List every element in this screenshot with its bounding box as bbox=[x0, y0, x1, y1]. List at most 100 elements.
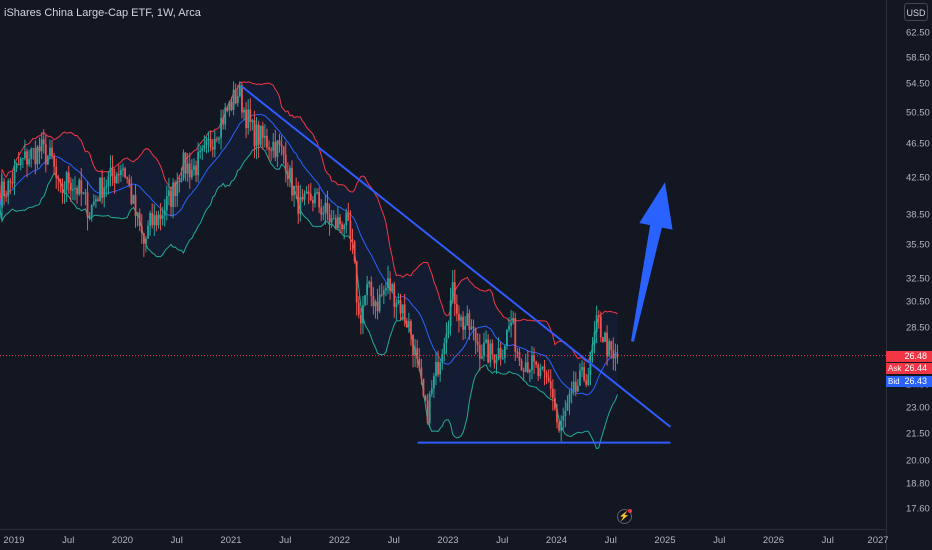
time-tick-label: Jul bbox=[279, 535, 292, 546]
candle-body bbox=[497, 347, 500, 360]
bid-price-tag: Bid 26.43 bbox=[886, 376, 932, 387]
candle-body bbox=[126, 177, 129, 180]
event-dot bbox=[628, 509, 632, 513]
candle-body bbox=[391, 284, 394, 291]
candle-body bbox=[355, 261, 358, 303]
candle-body bbox=[5, 196, 8, 198]
candle-body bbox=[412, 334, 414, 356]
candle-body bbox=[215, 138, 218, 140]
candle-body bbox=[186, 163, 189, 174]
candle-body bbox=[597, 315, 600, 317]
candle-body bbox=[40, 139, 43, 152]
candle-body bbox=[581, 367, 583, 371]
candle-body bbox=[545, 372, 548, 378]
candle-body bbox=[147, 225, 149, 239]
candle-body bbox=[314, 193, 316, 204]
candle-body bbox=[426, 400, 429, 424]
candle-body bbox=[286, 171, 289, 179]
candle-body bbox=[44, 144, 47, 165]
symbol-title[interactable]: iShares China Large-Cap ETF, 1W, Arca bbox=[4, 7, 201, 19]
candle-body bbox=[420, 367, 423, 379]
candle-body bbox=[157, 214, 160, 226]
candle-body bbox=[78, 180, 81, 195]
candle-body bbox=[554, 397, 556, 409]
candle-body bbox=[568, 393, 571, 403]
currency-button[interactable]: USD bbox=[904, 3, 928, 21]
candle-body bbox=[447, 325, 450, 334]
candle-body bbox=[326, 203, 329, 215]
candle-body bbox=[151, 213, 154, 226]
candle-body bbox=[510, 322, 512, 326]
candle-body bbox=[503, 346, 506, 358]
candle-body bbox=[241, 85, 243, 113]
candle-body bbox=[539, 368, 542, 377]
candle-body bbox=[522, 370, 525, 372]
candle-body bbox=[132, 195, 135, 204]
candle-body bbox=[480, 356, 483, 359]
candle-body bbox=[99, 177, 101, 201]
candle-body bbox=[341, 224, 343, 230]
candle-body bbox=[349, 220, 352, 239]
candle-body bbox=[608, 341, 611, 357]
candle-body bbox=[178, 181, 181, 183]
candle-body bbox=[380, 294, 383, 296]
candle-body bbox=[337, 217, 339, 229]
candle-body bbox=[291, 167, 293, 196]
candle-body bbox=[428, 393, 431, 424]
candle-body bbox=[130, 184, 133, 204]
candle-body bbox=[228, 101, 231, 111]
candle-body bbox=[345, 212, 348, 226]
candle-body bbox=[328, 214, 331, 223]
candle-body bbox=[307, 191, 310, 194]
candle-body bbox=[472, 326, 475, 328]
time-tick-label: Jul bbox=[604, 535, 617, 546]
time-tick-label: 2020 bbox=[111, 535, 134, 546]
candle-body bbox=[155, 215, 158, 226]
candle-body bbox=[268, 147, 270, 150]
candle-body bbox=[455, 303, 458, 314]
price-tick-label: 28.50 bbox=[906, 322, 930, 334]
price-tick-label: 46.50 bbox=[906, 138, 930, 150]
candle-body bbox=[38, 146, 41, 152]
price-tick-label: 30.50 bbox=[906, 296, 930, 308]
candle-body bbox=[376, 301, 379, 312]
candle-body bbox=[466, 313, 469, 326]
candle-body bbox=[76, 188, 78, 195]
candle-body bbox=[395, 303, 398, 307]
candle-body bbox=[107, 176, 110, 187]
candle-body bbox=[55, 166, 58, 178]
candle-body bbox=[289, 167, 291, 179]
price-axis[interactable] bbox=[886, 0, 932, 550]
candle-body bbox=[614, 354, 617, 359]
candle-body bbox=[245, 109, 248, 129]
candle-body bbox=[528, 370, 531, 373]
candle-body bbox=[495, 359, 498, 364]
time-tick-label: Jul bbox=[387, 535, 400, 546]
candle-body bbox=[293, 185, 295, 196]
candle-body bbox=[393, 284, 396, 307]
candle-body bbox=[92, 201, 95, 205]
candle-body bbox=[109, 167, 112, 177]
ask-label: Ask bbox=[888, 364, 902, 373]
candle-body bbox=[432, 376, 435, 389]
candle-body bbox=[278, 140, 281, 145]
candle-body bbox=[30, 148, 33, 160]
candle-body bbox=[533, 354, 535, 362]
lightning-icon[interactable]: ⚡ bbox=[617, 509, 632, 524]
time-tick-label: Jul bbox=[170, 535, 183, 546]
time-axis[interactable] bbox=[0, 529, 886, 550]
candle-body bbox=[359, 314, 362, 324]
price-chart bbox=[0, 81, 886, 450]
candle-body bbox=[401, 304, 404, 314]
candle-body bbox=[311, 200, 314, 204]
candle-body bbox=[203, 145, 206, 149]
bollinger-band-fill bbox=[0, 81, 618, 449]
candle-body bbox=[551, 388, 554, 398]
candle-body bbox=[145, 238, 147, 244]
chart-area[interactable] bbox=[0, 0, 886, 529]
candle-body bbox=[226, 107, 229, 111]
candle-body bbox=[57, 177, 60, 180]
time-tick-label: Jul bbox=[496, 535, 509, 546]
candle-body bbox=[485, 339, 487, 343]
candle-body bbox=[566, 402, 569, 411]
